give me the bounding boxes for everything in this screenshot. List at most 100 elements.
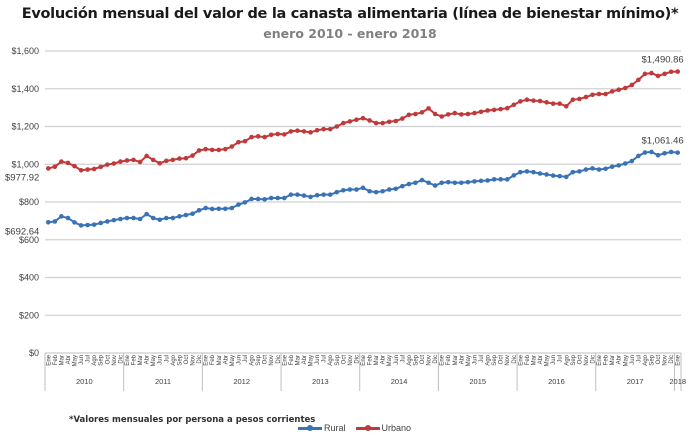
- data-point-rural: [583, 167, 589, 172]
- y-axis: $0 $200 $400 $600 $800 $1,000 $1,200 $1,400 $1,6…: [11, 46, 39, 358]
- data-point-rural: [524, 169, 530, 174]
- data-point-urbano: [341, 120, 346, 126]
- month-tick-label: Jun: [315, 355, 321, 365]
- data-point-urbano: [59, 159, 64, 164]
- data-point-rural: [406, 181, 412, 187]
- data-point-rural: [262, 197, 267, 202]
- data-point-urbano: [636, 77, 641, 83]
- data-point-rural: [426, 180, 431, 186]
- data-point-urbano: [478, 109, 484, 115]
- data-point-urbano: [118, 159, 123, 164]
- data-point-urbano: [144, 153, 149, 159]
- month-tick-label: Oct: [341, 355, 347, 365]
- x-axis: Ene Feb Mar Abr May Jun Jul Ago Sep Oct Nov Dic Ene F…: [44, 352, 686, 391]
- data-point-urbano: [459, 112, 464, 117]
- month-tick-label: Nov: [112, 355, 118, 366]
- data-point-urbano: [622, 85, 628, 91]
- data-point-urbano: [314, 127, 320, 133]
- data-point-urbano: [668, 69, 674, 75]
- data-point-rural: [413, 180, 418, 186]
- data-point-urbano: [98, 164, 104, 170]
- data-point-urbano: [432, 111, 438, 117]
- data-point-urbano: [563, 104, 569, 109]
- legend-item-urbano[interactable]: Urbano: [355, 423, 411, 433]
- data-point-rural: [131, 215, 136, 221]
- month-tick-label: Ene: [204, 354, 210, 365]
- data-point-urbano: [282, 132, 287, 137]
- data-point-urbano: [229, 144, 235, 149]
- data-point-urbano: [537, 98, 543, 104]
- month-tick-label: Ago: [407, 354, 413, 365]
- data-point-rural: [321, 192, 326, 197]
- month-tick-label: Mar: [59, 355, 65, 365]
- data-point-urbano: [511, 102, 517, 108]
- data-point-rural: [360, 185, 366, 191]
- data-point-urbano: [380, 120, 385, 126]
- data-point-rural: [511, 173, 517, 178]
- data-point-rural: [255, 196, 261, 202]
- month-tick-label: Oct: [499, 355, 505, 365]
- data-point-urbano: [249, 134, 254, 140]
- month-tick-label: Sep: [571, 354, 577, 365]
- data-point-urbano: [642, 71, 648, 77]
- month-tick-label: Dic: [276, 355, 282, 364]
- data-point-rural: [347, 187, 353, 192]
- legend-swatch-rural: [298, 424, 322, 431]
- year-tick-label: 2015: [469, 377, 486, 386]
- last-value-label-rural: $1,061.46: [641, 136, 683, 147]
- month-tick-label: Oct: [656, 355, 662, 365]
- data-point-rural: [373, 189, 379, 195]
- month-tick-label: Mar: [217, 355, 223, 365]
- month-tick-label: Dic: [118, 355, 124, 364]
- month-tick-label: Sep: [492, 354, 498, 365]
- data-point-rural: [636, 153, 641, 159]
- data-point-rural: [118, 216, 123, 222]
- last-value-label-urbano: $1,490.86: [641, 55, 683, 66]
- data-point-urbano: [603, 91, 608, 97]
- data-point-urbano: [472, 110, 477, 116]
- month-tick-label: May: [309, 355, 315, 366]
- year-tick-label: 2016: [548, 377, 565, 386]
- data-point-rural: [504, 177, 510, 182]
- month-tick-label: Jul: [86, 355, 92, 363]
- month-tick-label: Mar: [610, 355, 616, 365]
- month-tick-label: Dic: [590, 355, 596, 364]
- data-point-urbano: [321, 126, 326, 132]
- month-tick-label: Feb: [53, 354, 59, 365]
- month-tick-label: Feb: [289, 354, 295, 365]
- data-point-urbano: [360, 115, 366, 121]
- data-point-urbano: [196, 148, 202, 153]
- month-tick-label: Feb: [446, 354, 452, 365]
- data-point-urbano: [518, 99, 523, 104]
- data-point-urbano: [255, 134, 261, 139]
- month-tick-label: Oct: [577, 355, 583, 365]
- month-tick-label: Jun: [551, 355, 557, 365]
- month-tick-label: Oct: [263, 355, 269, 365]
- data-point-urbano: [596, 91, 602, 97]
- legend-label-rural: Rural: [324, 423, 346, 433]
- data-point-urbano: [367, 118, 372, 123]
- month-tick-label: Dic: [669, 355, 675, 364]
- data-point-urbano: [72, 163, 77, 169]
- data-point-urbano: [498, 106, 503, 112]
- data-point-urbano: [78, 167, 84, 173]
- data-point-rural: [150, 215, 156, 221]
- data-point-urbano: [124, 158, 130, 163]
- data-point-rural: [649, 149, 654, 155]
- month-tick-label: Jul: [558, 355, 564, 363]
- data-point-urbano: [531, 98, 536, 103]
- data-point-rural: [393, 186, 399, 192]
- data-point-urbano: [236, 139, 241, 145]
- data-point-rural: [236, 202, 241, 207]
- month-tick-label: Ene: [125, 354, 131, 365]
- legend-item-rural[interactable]: Rural: [298, 423, 346, 433]
- month-tick-label: May: [466, 355, 472, 366]
- month-tick-label: Jul: [636, 355, 642, 363]
- data-point-rural: [334, 189, 340, 195]
- month-tick-label: Feb: [368, 354, 374, 365]
- data-point-rural: [629, 158, 635, 164]
- year-tick-label: 2017: [627, 377, 644, 386]
- data-point-rural: [45, 219, 51, 225]
- data-point-urbano: [288, 129, 294, 134]
- month-tick-label: Mar: [295, 355, 301, 365]
